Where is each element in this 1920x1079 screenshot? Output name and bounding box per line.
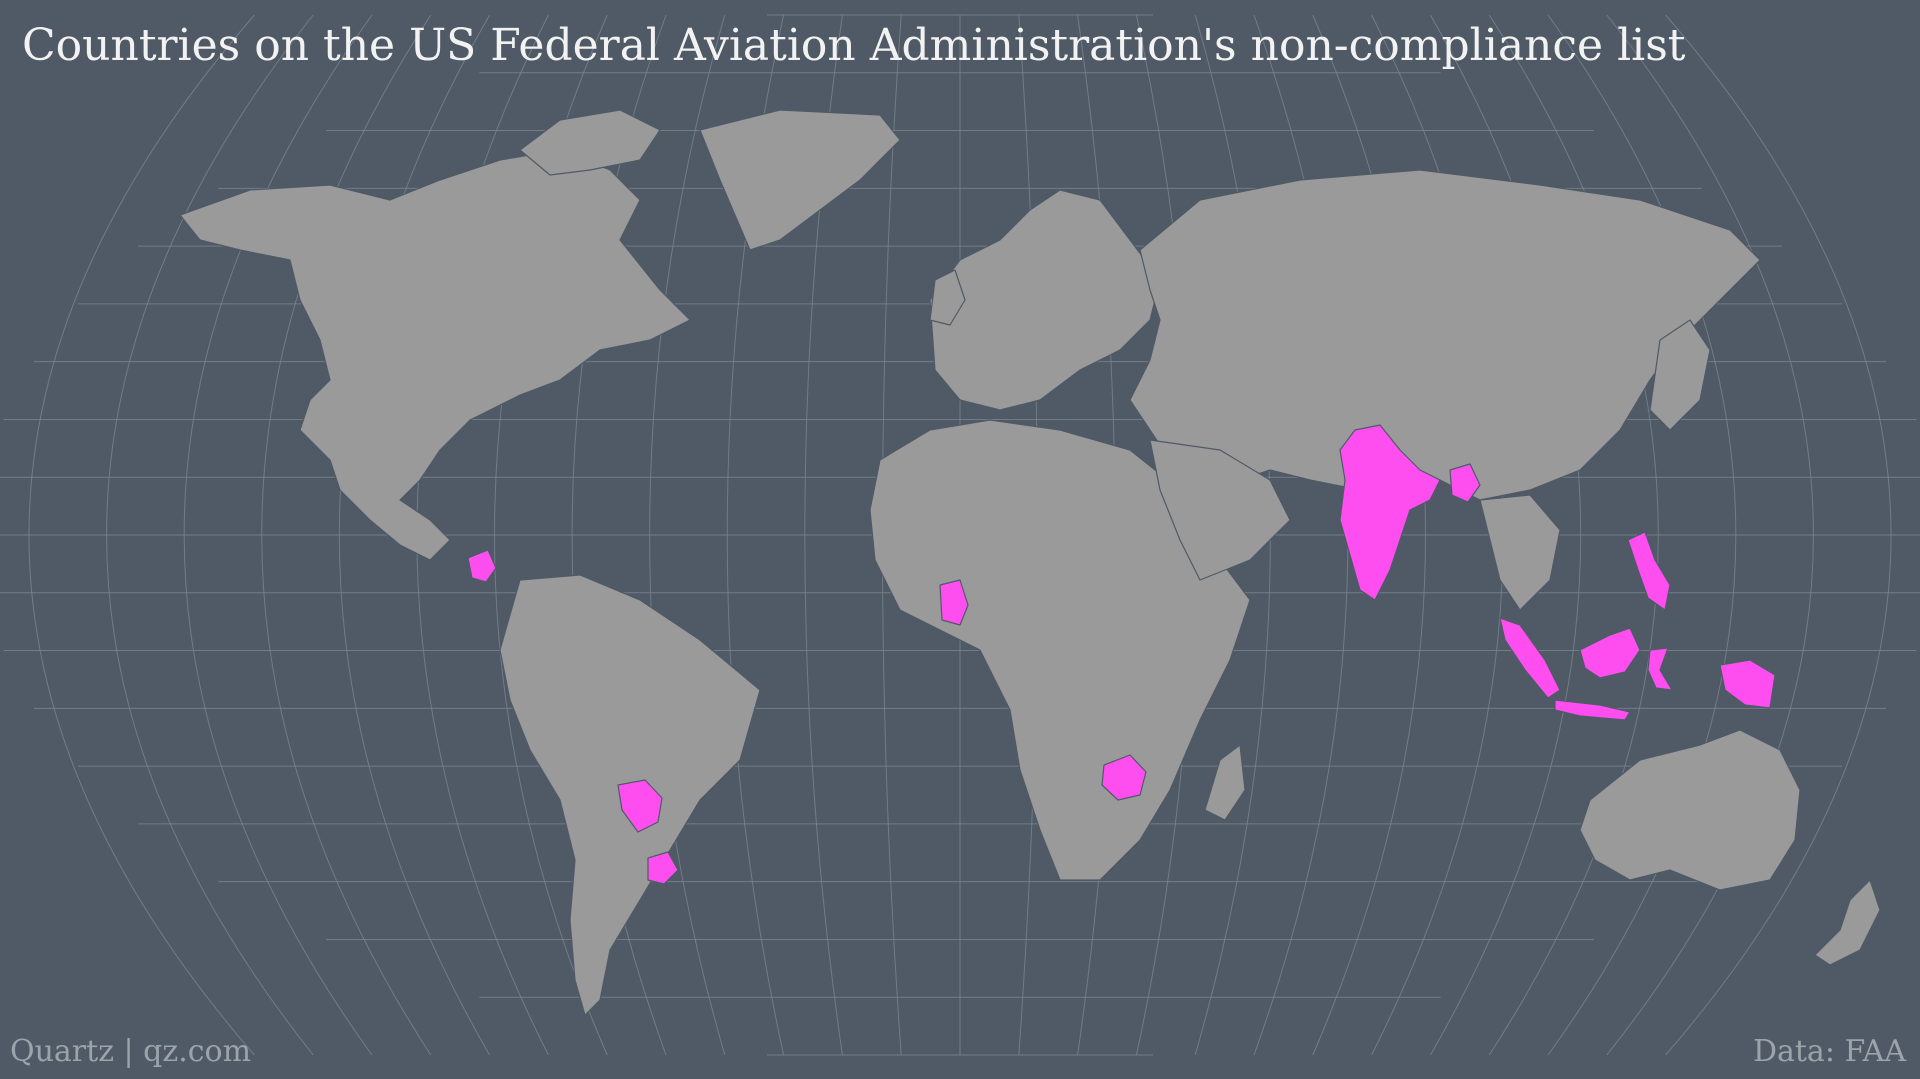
credit-text: Quartz | qz.com <box>10 1034 252 1069</box>
country-indonesia-sulawesi <box>1647 647 1673 691</box>
source-text: Data: FAA <box>1752 1034 1906 1069</box>
land-japan <box>1649 319 1711 431</box>
land-madagascar <box>1204 744 1246 821</box>
country-nicaragua <box>467 549 497 583</box>
landmasses <box>179 109 1881 1016</box>
country-zimbabwe <box>1101 754 1147 801</box>
land-uk <box>929 269 966 326</box>
land-new-zealand <box>1814 879 1881 966</box>
land-indochina <box>1479 494 1561 611</box>
land-africa <box>869 419 1251 881</box>
country-indonesia-borneo <box>1579 627 1641 679</box>
country-ghana <box>939 579 969 626</box>
highlighted-countries <box>467 424 1776 885</box>
land-arctic-islands <box>519 109 661 176</box>
country-uruguay <box>647 851 679 885</box>
country-philippines <box>1627 531 1671 611</box>
map-title: Countries on the US Federal Aviation Adm… <box>22 20 1686 71</box>
country-indonesia-papua <box>1719 659 1776 709</box>
land-australia <box>1579 729 1801 891</box>
land-north-america <box>179 149 691 561</box>
land-greenland <box>699 109 901 251</box>
country-bangladesh <box>1449 463 1481 503</box>
land-arabia <box>1149 439 1291 581</box>
country-indonesia-java <box>1554 699 1631 721</box>
country-paraguay <box>617 779 663 833</box>
country-indonesia-sumatra <box>1499 617 1561 699</box>
country-india <box>1339 424 1441 601</box>
